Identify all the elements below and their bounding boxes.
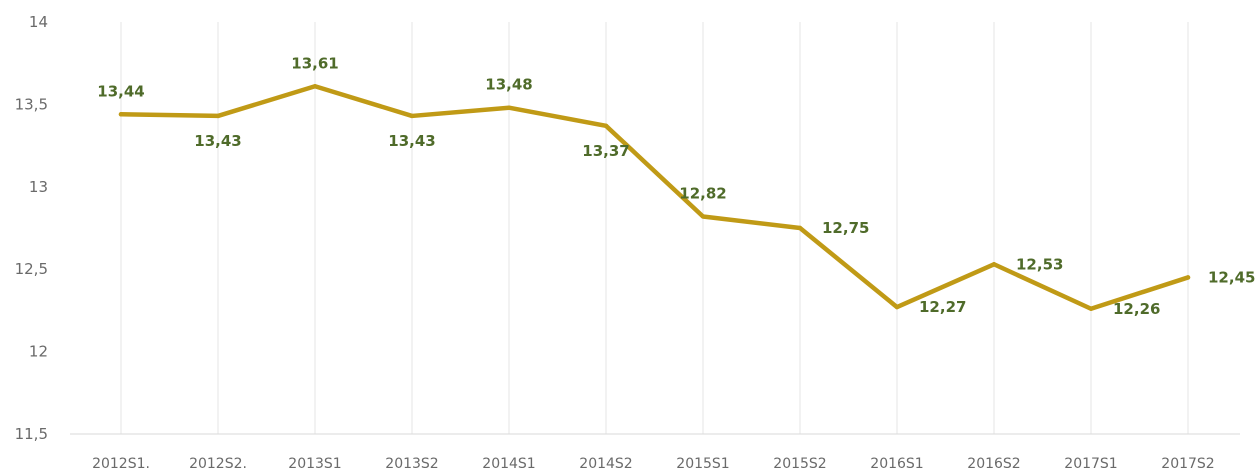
data-point	[797, 225, 803, 231]
data-point	[603, 123, 609, 129]
x-tick-label: 2012S2.	[189, 456, 247, 472]
data-label: 12,27	[919, 298, 966, 316]
y-axis: 14 13,5 13 12,5 12 11,5	[15, 13, 48, 443]
y-tick-label: 13	[29, 178, 48, 196]
x-tick-label: 2017S1	[1064, 456, 1117, 472]
data-point	[894, 304, 900, 310]
data-point	[118, 112, 124, 117]
data-label: 12,82	[679, 184, 726, 202]
data-point	[1185, 275, 1191, 280]
y-tick-label: 14	[29, 13, 48, 31]
data-label: 13,44	[97, 82, 144, 100]
y-tick-label: 11,5	[15, 425, 48, 443]
x-tick-label: 2014S1	[482, 456, 535, 472]
data-label: 12,45	[1208, 268, 1255, 286]
data-label: 13,37	[582, 142, 629, 160]
x-tick-label: 2012S1.	[92, 456, 150, 472]
x-tick-label: 2013S1	[288, 456, 341, 472]
x-tick-label: 2017S2	[1161, 456, 1214, 472]
x-tick-label: 2016S2	[967, 456, 1020, 472]
data-label: 13,61	[291, 54, 338, 72]
y-tick-label: 12,5	[15, 260, 48, 278]
grid-lines	[70, 22, 1240, 435]
data-point	[506, 105, 512, 110]
series-line-path	[118, 84, 1191, 312]
data-point	[991, 262, 997, 267]
data-label: 13,43	[388, 132, 435, 150]
data-point	[409, 113, 415, 119]
y-tick-label: 12	[29, 343, 48, 361]
data-point	[700, 214, 706, 219]
data-label: 12,75	[822, 219, 869, 237]
x-tick-label: 2013S2	[385, 456, 438, 472]
data-label: 13,43	[194, 132, 241, 150]
data-label: 12,53	[1016, 255, 1063, 273]
data-point	[312, 84, 318, 89]
data-label: 13,48	[485, 76, 532, 94]
x-axis: 2012S1. 2012S2. 2013S1 2013S2 2014S1 2014S2 20…	[92, 456, 1215, 472]
data-point	[1088, 306, 1094, 311]
series-line	[118, 84, 1191, 312]
x-tick-label: 2015S1	[676, 456, 729, 472]
data-labels: 13,44 13,43 13,61 13,43 13,48 13,37 12,82 12,75…	[97, 54, 1255, 317]
x-tick-label: 2014S2	[579, 456, 632, 472]
data-label: 12,26	[1113, 300, 1160, 318]
x-tick-label: 2016S1	[870, 456, 923, 472]
y-tick-label: 13,5	[15, 95, 48, 113]
data-point	[215, 113, 221, 119]
x-tick-label: 2015S2	[773, 456, 826, 472]
